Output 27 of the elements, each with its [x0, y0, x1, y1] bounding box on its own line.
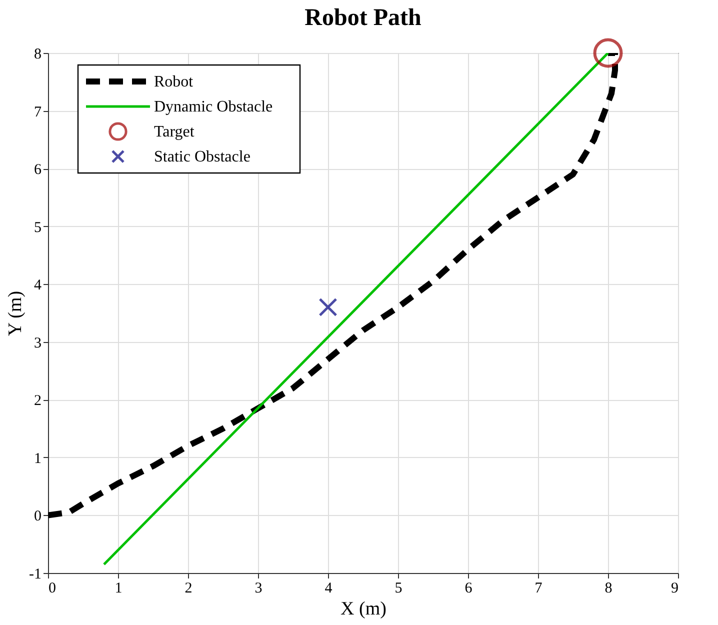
x-tick-label: 9	[671, 580, 678, 596]
y-tick-label: 1	[34, 450, 42, 467]
y-tick-label: 5	[34, 220, 42, 236]
y-tick-label: 2	[34, 393, 42, 410]
y-tick-label: 0	[34, 508, 42, 525]
x-tick-label: 4	[324, 580, 333, 596]
y-tick-label: 7	[34, 104, 42, 120]
x-tick-label: 1	[114, 580, 122, 596]
y-tick-label: 6	[34, 162, 42, 178]
legend-label: Dynamic Obstacle	[154, 98, 273, 116]
legend-label: Robot	[154, 74, 194, 90]
x-tick-label: 3	[254, 580, 262, 596]
y-tick-label: -1	[29, 566, 42, 582]
legend-label: Target	[154, 124, 195, 140]
x-tick-label: 2	[184, 580, 192, 596]
x-tick-label: 0	[48, 580, 56, 596]
x-tick-label: 6	[464, 580, 473, 596]
y-tick-label: 4	[34, 278, 42, 294]
x-tick-label: 7	[534, 580, 543, 596]
x-tick-label: 8	[604, 580, 612, 596]
x-tick-label: 5	[394, 580, 402, 596]
x-axis-title: X (m)	[340, 598, 386, 620]
y-axis-title: Y (m)	[5, 290, 26, 336]
chart-title: Robot Path	[304, 4, 422, 31]
y-tick-label: 8	[34, 46, 42, 62]
legend-label: Static Obstacle	[154, 148, 250, 166]
y-tick-label: 3	[34, 335, 42, 352]
